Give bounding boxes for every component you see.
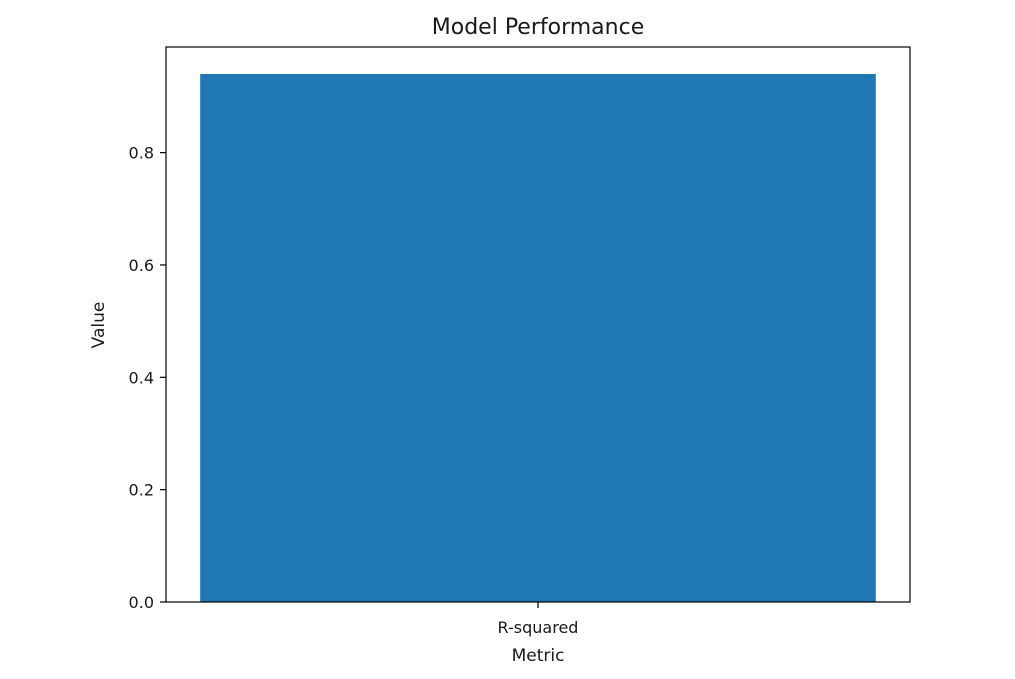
bar-r-squared: [200, 74, 876, 602]
chart-title: Model Performance: [432, 15, 644, 40]
bars-group: [200, 74, 876, 602]
x-tick-label: R-squared: [498, 618, 579, 637]
x-axis-ticks: R-squared: [498, 602, 579, 637]
y-tick-label: 0.4: [129, 368, 154, 387]
y-tick-label: 0.2: [129, 481, 154, 500]
y-tick-label: 0.8: [129, 144, 154, 163]
y-tick-label: 0.0: [129, 593, 154, 612]
y-axis-label: Value: [89, 302, 109, 349]
x-axis-label: Metric: [512, 646, 565, 666]
y-axis-ticks: 0.0 0.2 0.4 0.6 0.8: [129, 144, 166, 612]
y-tick-label: 0.6: [129, 256, 154, 275]
